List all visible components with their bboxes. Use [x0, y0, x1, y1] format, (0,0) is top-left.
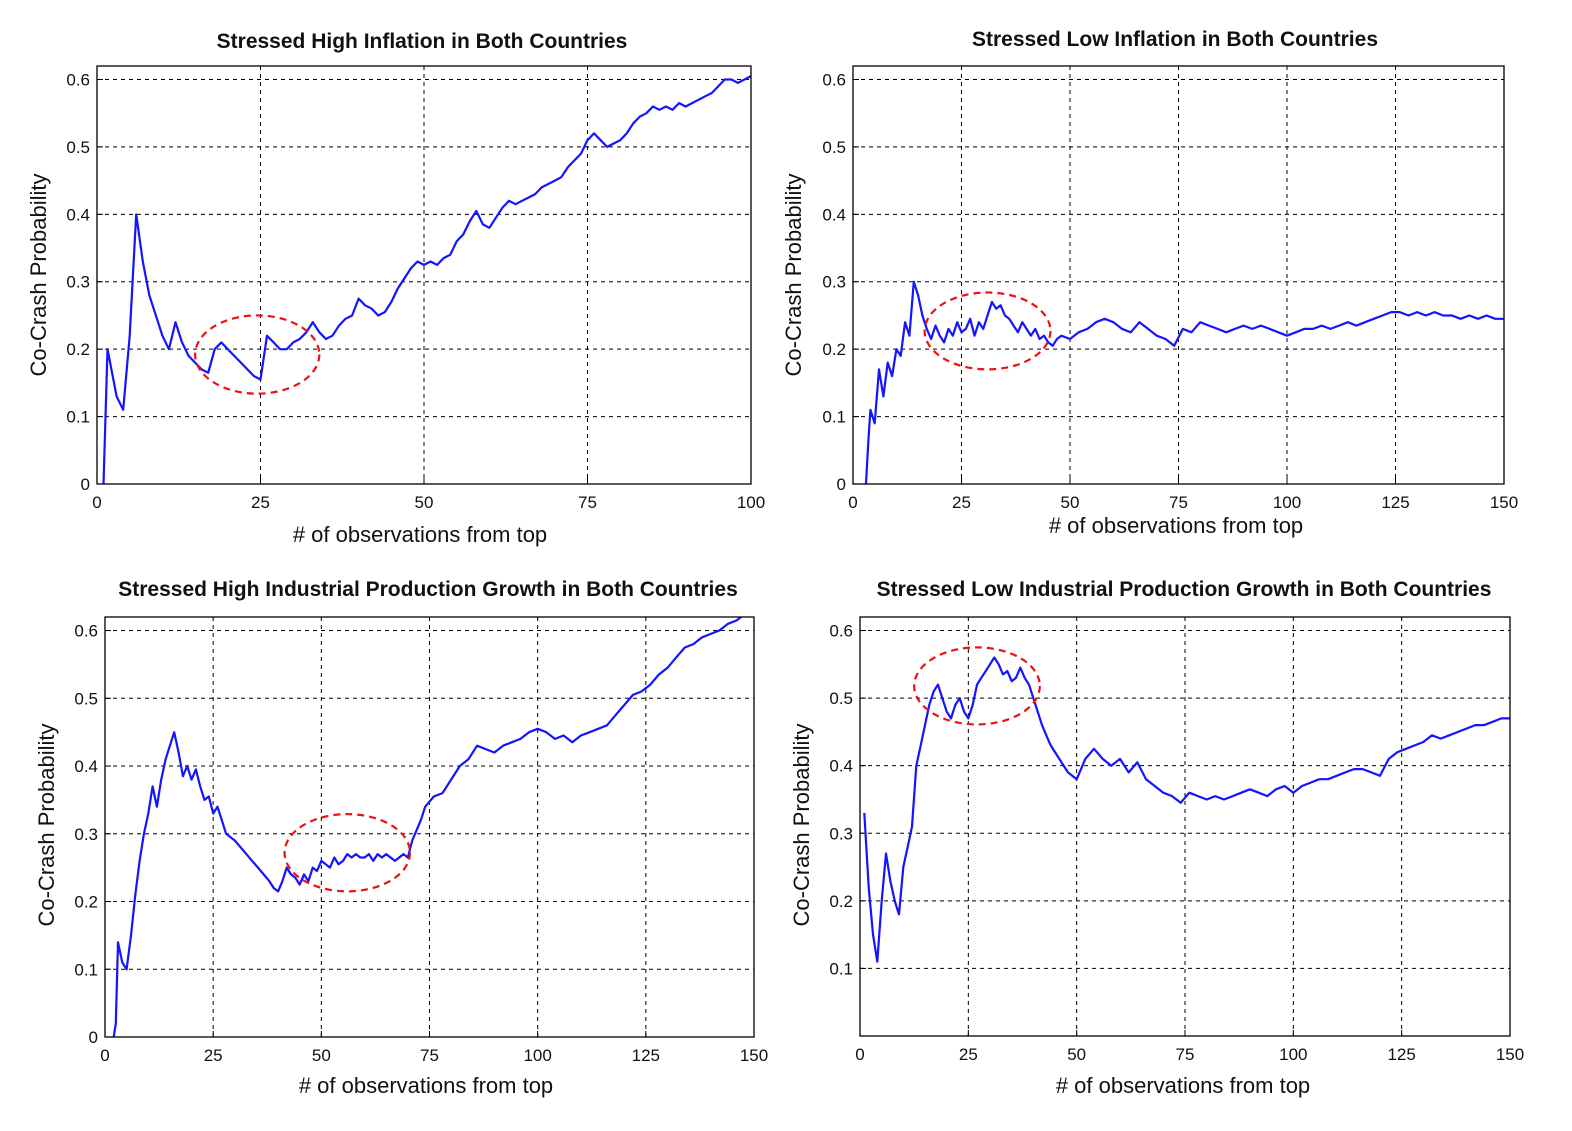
x-axis-label: # of observations from top	[1049, 513, 1303, 538]
x-tick-label: 0	[855, 1045, 864, 1064]
x-tick-label: 50	[1067, 1045, 1086, 1064]
y-axis-label: Co-Crash Probability	[789, 724, 814, 927]
chart-panel-high-inflation: 0 25 50 75 100 0 0.1 0.2 0.3 0.4 0.5 0.6 Stressed Hi…	[26, 30, 765, 547]
chart-panel-low-inflation: 0 25 50 75 100 125 150 0 0.1 0.2 0.3 0.4 0.5 0.6 Stres…	[781, 28, 1518, 538]
series-line	[864, 280, 1504, 484]
chart-panel-low-industrial-production: 0 25 50 75 100 125 150 0.1 0.2 0.3 0.4 0.5 0.6 Stress…	[789, 578, 1524, 1098]
x-tick-label: 125	[1381, 493, 1409, 512]
y-tick-label: 0.2	[66, 340, 90, 359]
y-tick-label: 0.4	[822, 205, 846, 224]
highlight-ellipse	[913, 646, 1041, 726]
x-tick-label: 25	[251, 493, 270, 512]
y-tick-label: 0.6	[66, 70, 90, 89]
x-tick-label: 150	[1496, 1045, 1524, 1064]
x-tick-label: 0	[92, 493, 101, 512]
plot-frame	[852, 65, 1505, 485]
chart-title: Stressed High Inflation in Both Countrie…	[217, 30, 628, 53]
y-tick-label: 0.5	[822, 138, 846, 157]
y-tick-label: 0.6	[822, 70, 846, 89]
plot-frame	[96, 65, 752, 485]
x-tick-label: 0	[848, 493, 857, 512]
x-axis-label: # of observations from top	[293, 522, 547, 547]
y-tick-label: 0.1	[74, 960, 98, 979]
y-axis-label: Co-Crash Probability	[26, 174, 51, 377]
highlight-ellipse	[194, 314, 321, 395]
series-line	[863, 656, 1510, 963]
x-tick-label: 75	[1169, 493, 1188, 512]
x-tick-label: 125	[632, 1046, 660, 1065]
y-tick-label: 0.5	[66, 138, 90, 157]
x-tick-label: 100	[737, 493, 765, 512]
y-tick-label: 0.3	[66, 273, 90, 292]
y-tick-label: 0	[89, 1028, 98, 1047]
y-tick-label: 0.6	[74, 622, 98, 641]
plot-frame	[104, 616, 755, 1038]
x-tick-label: 25	[959, 1045, 978, 1064]
x-tick-label: 50	[312, 1046, 331, 1065]
y-tick-label: 0.4	[66, 205, 90, 224]
chart-title: Stressed Low Industrial Production Growt…	[877, 578, 1492, 601]
y-tick-label: 0.6	[829, 622, 853, 641]
x-tick-label: 25	[204, 1046, 223, 1065]
y-tick-label: 0.5	[829, 689, 853, 708]
x-tick-label: 0	[100, 1046, 109, 1065]
x-tick-label: 150	[740, 1046, 768, 1065]
y-tick-label: 0.2	[822, 340, 846, 359]
x-tick-label: 25	[952, 493, 971, 512]
y-tick-label: 0.3	[829, 824, 853, 843]
x-tick-label: 50	[415, 493, 434, 512]
x-tick-label: 75	[578, 493, 597, 512]
y-tick-label: 0.2	[74, 893, 98, 912]
y-tick-label: 0.1	[829, 959, 853, 978]
y-tick-label: 0.3	[74, 825, 98, 844]
y-tick-label: 0	[81, 475, 90, 494]
x-axis-label: # of observations from top	[1056, 1073, 1310, 1098]
y-tick-label: 0.3	[822, 273, 846, 292]
y-axis-label: Co-Crash Probability	[34, 724, 59, 927]
y-tick-label: 0.4	[74, 757, 98, 776]
x-tick-label: 100	[1279, 1045, 1307, 1064]
series-line	[102, 75, 751, 484]
chart-title: Stressed High Industrial Production Grow…	[118, 578, 738, 601]
y-tick-label: 0.4	[829, 757, 853, 776]
chart-title: Stressed Low Inflation in Both Countries	[972, 28, 1378, 51]
x-tick-label: 150	[1490, 493, 1518, 512]
y-tick-label: 0.5	[74, 689, 98, 708]
x-tick-label: 100	[523, 1046, 551, 1065]
y-tick-label: 0.1	[66, 408, 90, 427]
plot-frame	[859, 616, 1511, 1037]
x-axis-label: # of observations from top	[299, 1073, 553, 1098]
x-tick-label: 100	[1273, 493, 1301, 512]
highlight-ellipse	[923, 291, 1052, 371]
y-tick-label: 0	[837, 475, 846, 494]
chart-panel-high-industrial-production: 0 25 50 75 100 125 150 0 0.1 0.2 0.3 0.4 0.5 0.6 Stres…	[34, 578, 768, 1098]
x-tick-label: 75	[1176, 1045, 1195, 1064]
x-tick-label: 50	[1061, 493, 1080, 512]
y-tick-label: 0.2	[829, 892, 853, 911]
x-tick-label: 75	[420, 1046, 439, 1065]
y-tick-label: 0.1	[822, 408, 846, 427]
series-line	[112, 617, 743, 1037]
highlight-ellipse	[283, 813, 412, 893]
x-tick-label: 125	[1387, 1045, 1415, 1064]
y-axis-label: Co-Crash Probability	[781, 174, 806, 377]
